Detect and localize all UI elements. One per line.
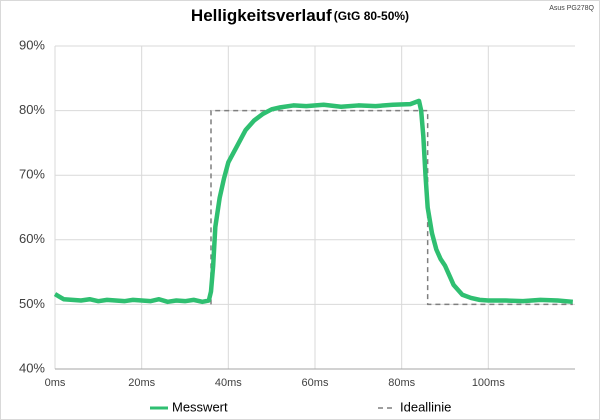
y-tick-label: 80% xyxy=(19,102,45,117)
x-tick-label: 80ms xyxy=(388,377,415,389)
x-tick-label: 100ms xyxy=(472,377,506,389)
series-line xyxy=(210,109,573,306)
title: Helligkeitsverlauf xyxy=(191,6,332,25)
y-tick-label: 50% xyxy=(19,296,45,311)
y-tick-label: 70% xyxy=(19,167,45,182)
x-tick-label: 40ms xyxy=(215,377,242,389)
y-tick-label: 90% xyxy=(19,37,45,52)
legend-label: Ideallinie xyxy=(400,399,451,414)
x-tick-label: 20ms xyxy=(128,377,155,389)
legend-label: Messwert xyxy=(172,399,228,414)
annotation: Asus PG278Q xyxy=(549,5,594,12)
chart-title: Helligkeitsverlauf (GtG 80-50%) xyxy=(191,6,409,25)
y-tick-label: 60% xyxy=(19,231,45,246)
x-tick-label: 0ms xyxy=(45,377,66,389)
series-line xyxy=(53,98,574,305)
subtitle: (GtG 80-50%) xyxy=(334,9,409,23)
y-tick-label: 40% xyxy=(19,360,45,375)
x-tick-label: 60ms xyxy=(302,377,329,389)
